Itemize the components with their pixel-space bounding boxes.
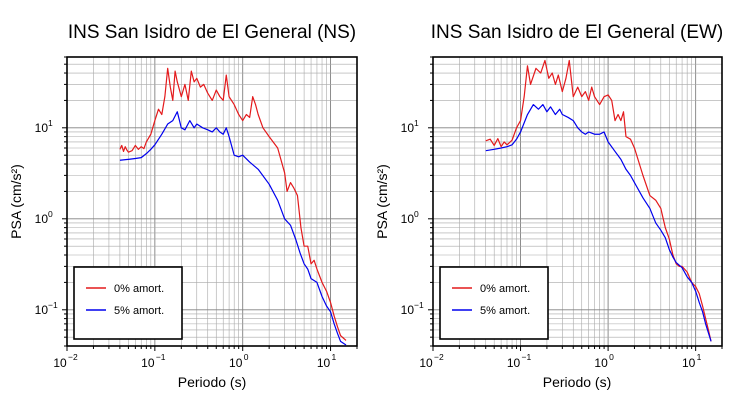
x-tick-exponent: −1 xyxy=(156,352,166,362)
x-axis-label: Periodo (s) xyxy=(543,374,611,390)
chart-title: INS San Isidro de El General (NS) xyxy=(68,22,356,43)
x-tick-label: 10 xyxy=(682,356,696,370)
x-tick-exponent: 1 xyxy=(332,352,337,362)
x-tick-label: 10 xyxy=(419,356,433,370)
series-line-1 xyxy=(485,103,712,342)
y-tick-exponent: −1 xyxy=(48,300,58,310)
plot-frame xyxy=(66,56,358,347)
x-tick-label: 10 xyxy=(53,356,67,370)
x-axis-label: Periodo (s) xyxy=(178,374,246,390)
y-tick-label: 10 xyxy=(35,121,49,135)
x-tick-label: 10 xyxy=(229,356,243,370)
y-tick-exponent: 1 xyxy=(414,118,419,128)
legend-label: 5% amort. xyxy=(114,305,164,317)
legend-box xyxy=(73,266,183,340)
legend-box xyxy=(439,266,549,340)
grid xyxy=(66,56,358,347)
legend: 0% amort. 5% amort. xyxy=(439,266,549,340)
x-tick-label: 10 xyxy=(594,356,608,370)
y-tick-label: 10 xyxy=(401,121,415,135)
y-tick-label: 10 xyxy=(401,212,415,226)
legend: 0% amort. 5% amort. xyxy=(73,266,183,340)
x-tick-label: 10 xyxy=(141,356,155,370)
grid xyxy=(432,56,723,347)
chart-title: INS San Isidro de El General (EW) xyxy=(431,22,724,43)
legend-label: 5% amort. xyxy=(480,305,530,317)
y-tick-exponent: −1 xyxy=(414,300,424,310)
y-tick-label: 10 xyxy=(35,212,49,226)
y-tick-label: 10 xyxy=(35,303,49,317)
x-tick-exponent: −2 xyxy=(434,352,444,362)
y-axis-label: PSA (cm/s²) xyxy=(8,164,24,239)
series-line-0 xyxy=(485,59,712,342)
legend-label: 0% amort. xyxy=(114,283,164,295)
series-line-0 xyxy=(119,67,347,341)
x-tick-exponent: 0 xyxy=(609,352,614,362)
x-tick-label: 10 xyxy=(317,356,331,370)
x-tick-exponent: 1 xyxy=(697,352,702,362)
x-tick-exponent: −2 xyxy=(68,352,78,362)
y-tick-exponent: 0 xyxy=(414,209,419,219)
legend-label: 0% amort. xyxy=(480,283,530,295)
y-tick-exponent: 1 xyxy=(48,118,53,128)
plot-frame xyxy=(432,56,723,347)
x-tick-label: 10 xyxy=(507,356,521,370)
x-tick-exponent: −1 xyxy=(522,352,532,362)
y-axis-label: PSA (cm/s²) xyxy=(374,164,390,239)
x-tick-exponent: 0 xyxy=(244,352,249,362)
y-tick-label: 10 xyxy=(401,303,415,317)
y-tick-exponent: 0 xyxy=(48,209,53,219)
series-line-1 xyxy=(119,111,347,346)
